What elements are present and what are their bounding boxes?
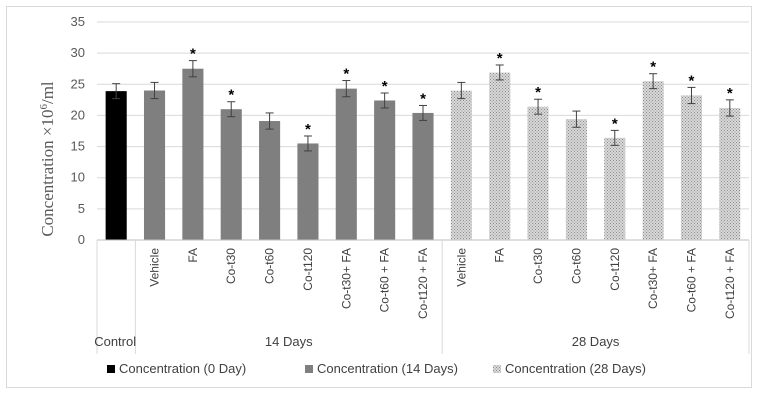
bar	[335, 88, 357, 240]
category-label: Co-t30+ FA	[339, 248, 353, 309]
y-tick-label: 0	[78, 232, 85, 247]
bar	[143, 90, 166, 240]
bar	[374, 100, 396, 240]
chart-container: 0 5 10 15 20 25 30 35 * * * * * * * * * * * * Control Vehic…	[6, 6, 752, 388]
group-label: 28 Days	[572, 334, 620, 349]
bar	[220, 109, 242, 240]
category-label: Co-t30	[224, 248, 238, 284]
legend-swatch	[493, 365, 501, 373]
legend-swatch	[305, 365, 313, 373]
bar	[450, 90, 472, 240]
category-label: Co-t60 + FA	[684, 248, 698, 312]
y-tick-label: 10	[71, 170, 85, 185]
category-label: FA	[186, 248, 200, 263]
bar	[642, 81, 664, 241]
legend: Concentration (0 Day) Concentration (14 D…	[107, 361, 646, 376]
category-label: Vehicle	[148, 248, 162, 287]
bar-chart: 0 5 10 15 20 25 30 35 * * * * * * * * * * * * Control Vehic…	[38, 14, 750, 376]
category-label: Co-t120	[301, 248, 315, 291]
category-label: Co-t30+ FA	[646, 248, 660, 309]
bar	[259, 121, 281, 240]
bar	[182, 68, 204, 240]
category-label: Co-t60 + FA	[378, 248, 392, 312]
significance-marker: *	[305, 121, 311, 138]
bar	[527, 106, 549, 240]
x-axis: Control Vehicle FA Co-t30 Co-t60 Co-t120 Co-t3…	[94, 239, 750, 354]
bar	[105, 91, 127, 240]
category-label: Co-t120 + FA	[723, 248, 737, 319]
bar	[412, 112, 434, 240]
significance-marker: *	[497, 50, 503, 67]
legend-label: Concentration (28 Days)	[505, 361, 646, 376]
bar	[719, 107, 741, 240]
significance-marker: *	[727, 85, 733, 102]
significance-marker: *	[535, 84, 541, 101]
category-label: Co-t120	[608, 248, 622, 291]
y-tick-label: 20	[71, 107, 85, 122]
y-tick-label: 30	[71, 45, 85, 60]
significance-marker: *	[190, 46, 196, 63]
significance-marker: *	[382, 78, 388, 95]
group-label: 14 Days	[265, 334, 313, 349]
category-label: Vehicle	[454, 248, 468, 287]
legend-label: Concentration (0 Day)	[119, 361, 246, 376]
y-axis-title: Concentration ×106/ml	[38, 81, 57, 237]
bar	[604, 137, 626, 240]
bar	[489, 72, 511, 240]
bar	[297, 143, 319, 240]
significance-marker: *	[343, 66, 349, 83]
category-label: Co-t120 + FA	[416, 248, 430, 319]
bars: * * * * * * * * * * * *	[105, 46, 741, 241]
significance-marker: *	[612, 115, 618, 132]
significance-marker: *	[689, 72, 695, 89]
y-tick-label: 5	[78, 201, 85, 216]
legend-label: Concentration (14 Days)	[317, 361, 458, 376]
category-label: Co-t30	[531, 248, 545, 284]
group-label: Control	[94, 334, 136, 349]
y-axis: 0 5 10 15 20 25 30 35	[71, 14, 85, 247]
significance-marker: *	[650, 59, 656, 76]
bar	[680, 95, 703, 240]
y-tick-label: 35	[71, 14, 85, 29]
y-tick-label: 25	[71, 76, 85, 91]
category-label: Co-t60	[263, 248, 277, 284]
legend-swatch	[107, 365, 115, 373]
bar	[565, 119, 587, 240]
y-tick-label: 15	[71, 139, 85, 154]
significance-marker: *	[228, 87, 234, 104]
category-label: Co-t60	[569, 248, 583, 284]
significance-marker: *	[420, 90, 426, 107]
category-label: FA	[493, 248, 507, 263]
